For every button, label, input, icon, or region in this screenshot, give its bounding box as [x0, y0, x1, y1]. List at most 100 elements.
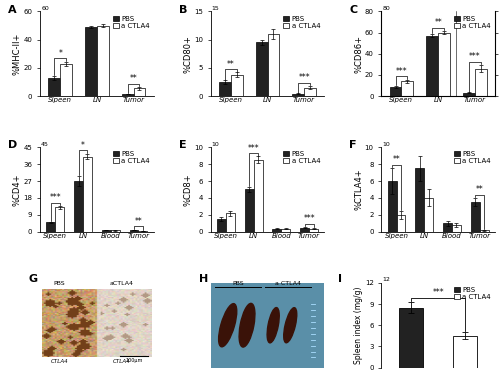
- Text: PBS: PBS: [54, 281, 65, 286]
- Ellipse shape: [267, 308, 279, 343]
- Bar: [217, 219, 226, 232]
- Text: **: **: [227, 60, 234, 69]
- Bar: [110, 230, 120, 232]
- Text: G: G: [28, 274, 38, 284]
- Bar: [443, 224, 452, 232]
- Bar: [426, 36, 438, 96]
- Bar: [272, 229, 281, 232]
- Bar: [471, 202, 480, 232]
- Text: 12: 12: [382, 277, 390, 282]
- Y-axis label: Spleen index (mg/g): Spleen index (mg/g): [354, 287, 364, 364]
- Text: **: **: [434, 18, 442, 27]
- Legend: PBS, a CTLA4: PBS, a CTLA4: [282, 150, 321, 165]
- Bar: [416, 168, 424, 232]
- Bar: [282, 229, 290, 232]
- Text: **: **: [130, 74, 138, 83]
- Bar: [304, 88, 316, 96]
- Y-axis label: %MHC-II+: %MHC-II+: [13, 33, 22, 75]
- Legend: PBS, a CTLA4: PBS, a CTLA4: [453, 150, 492, 165]
- Text: *: *: [58, 49, 62, 58]
- Bar: [226, 213, 235, 232]
- Bar: [453, 336, 477, 368]
- Bar: [48, 78, 60, 96]
- Text: ***: ***: [298, 74, 310, 83]
- Text: **: **: [476, 185, 484, 194]
- Text: C: C: [350, 5, 358, 14]
- Text: *: *: [81, 141, 85, 150]
- Text: D: D: [8, 140, 18, 150]
- Y-axis label: %CD86+: %CD86+: [354, 35, 363, 73]
- Y-axis label: %CD80+: %CD80+: [184, 35, 192, 73]
- Bar: [219, 82, 231, 96]
- Text: B: B: [179, 5, 187, 14]
- Bar: [390, 87, 402, 96]
- Text: ***: ***: [248, 144, 260, 153]
- Text: 45: 45: [41, 142, 49, 147]
- Bar: [244, 190, 254, 232]
- Bar: [254, 160, 262, 232]
- Text: CTLA4: CTLA4: [113, 359, 130, 364]
- Bar: [463, 93, 475, 96]
- Legend: PBS, a CTLA4: PBS, a CTLA4: [282, 15, 321, 29]
- Bar: [256, 42, 268, 96]
- Text: ***: ***: [304, 214, 315, 223]
- Bar: [138, 231, 147, 232]
- Bar: [438, 33, 450, 96]
- Bar: [402, 81, 413, 96]
- Y-axis label: %CTLA4+: %CTLA4+: [354, 169, 363, 210]
- Bar: [83, 157, 92, 232]
- Text: ***: ***: [432, 288, 444, 297]
- Text: ***: ***: [396, 67, 407, 76]
- Bar: [97, 25, 108, 96]
- Ellipse shape: [284, 308, 297, 343]
- Text: 10: 10: [212, 142, 220, 147]
- Text: ***: ***: [50, 193, 61, 202]
- Bar: [268, 34, 279, 96]
- Legend: PBS, a CTLA4: PBS, a CTLA4: [453, 15, 492, 29]
- Text: **: **: [134, 217, 142, 226]
- Text: A: A: [8, 5, 17, 14]
- Text: PBS: PBS: [232, 281, 243, 287]
- Text: F: F: [350, 140, 357, 150]
- Bar: [309, 229, 318, 232]
- Text: a CTLA4: a CTLA4: [275, 281, 301, 287]
- Bar: [231, 75, 242, 96]
- Text: 80: 80: [382, 6, 390, 11]
- Text: CTLA4: CTLA4: [50, 359, 68, 364]
- Text: H: H: [199, 274, 208, 284]
- Bar: [102, 230, 110, 232]
- Bar: [122, 94, 134, 96]
- Legend: PBS, a CTLA4: PBS, a CTLA4: [453, 286, 492, 301]
- Text: **: **: [392, 155, 400, 164]
- Bar: [60, 64, 72, 96]
- Bar: [292, 94, 304, 96]
- Legend: PBS, a CTLA4: PBS, a CTLA4: [112, 15, 150, 29]
- Bar: [475, 69, 486, 96]
- Bar: [424, 198, 433, 232]
- Bar: [300, 228, 309, 232]
- Bar: [480, 230, 488, 232]
- Legend: PBS, a CTLA4: PBS, a CTLA4: [112, 150, 150, 165]
- Y-axis label: %CD4+: %CD4+: [13, 173, 22, 206]
- Bar: [56, 207, 64, 232]
- Text: aCTLA4: aCTLA4: [110, 281, 134, 286]
- Bar: [452, 225, 461, 232]
- Text: 10: 10: [382, 142, 390, 147]
- Y-axis label: %CD8+: %CD8+: [184, 173, 192, 206]
- Text: E: E: [179, 140, 186, 150]
- Bar: [388, 181, 396, 232]
- Ellipse shape: [218, 304, 237, 347]
- Ellipse shape: [239, 303, 255, 347]
- Text: 100μm: 100μm: [125, 358, 142, 363]
- Bar: [396, 215, 406, 232]
- Bar: [46, 222, 56, 232]
- Bar: [130, 230, 138, 232]
- Text: 15: 15: [212, 6, 220, 11]
- Bar: [85, 27, 97, 96]
- Text: I: I: [338, 274, 342, 284]
- Text: 60: 60: [41, 6, 49, 11]
- Bar: [399, 307, 423, 368]
- Bar: [74, 181, 83, 232]
- Bar: [134, 88, 145, 96]
- Text: ***: ***: [469, 52, 480, 61]
